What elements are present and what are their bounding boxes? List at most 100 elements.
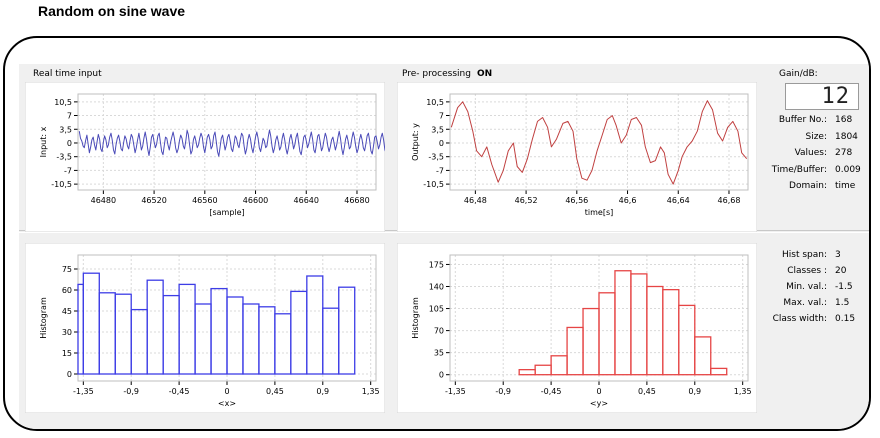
x-tick-label: -1,35 <box>445 387 466 396</box>
info-value: 278 <box>835 148 853 158</box>
y-tick-label: 140 <box>429 283 444 292</box>
y-tick-label: -10,5 <box>423 180 444 189</box>
info-key: Values: <box>794 148 827 158</box>
realtime-input-title: Real time input <box>33 69 102 79</box>
x-tick-label: 46520 <box>141 196 166 205</box>
y-axis-label: Output: y <box>411 123 420 161</box>
info-key: Min. val.: <box>786 282 827 292</box>
y-tick-label: -7 <box>436 166 444 175</box>
y-axis-label: Histogram <box>39 297 48 339</box>
preprocessing-title: Pre- processing <box>402 69 471 79</box>
x-tick-label: 46680 <box>344 196 369 205</box>
section-divider-highlight <box>19 232 869 233</box>
histogram-y-chart: -1,35 -0,9 -0,45 0 0,45 0,9 1,35 175 140 105 70 35 0… <box>397 243 757 413</box>
x-tick-label: 46,64 <box>667 196 690 205</box>
y-tick-label: 60 <box>62 286 72 295</box>
y-tick-label: 0 <box>67 139 72 148</box>
x-tick-label: 0 <box>224 387 229 396</box>
x-tick-label: -0,45 <box>541 387 562 396</box>
plot-area <box>77 93 377 191</box>
page-title: Random on sine wave <box>38 3 186 19</box>
x-tick-label: 46480 <box>91 196 116 205</box>
histogram-x-chart: -1,35 -0,9 -0,45 0 0,45 0,9 1,35 75 60 45 30 15 0 <x>… <box>25 243 385 413</box>
y-tick-label: -7 <box>64 166 72 175</box>
y-axis-label: Input: x <box>39 126 48 157</box>
x-tick-label: 0 <box>596 387 601 396</box>
info-key: Classes : <box>787 266 827 276</box>
info-value: 1.5 <box>835 298 850 308</box>
y-tick-label: -3,5 <box>428 153 444 162</box>
y-tick-label: 0 <box>439 371 444 380</box>
x-tick-label: -0,9 <box>495 387 511 396</box>
x-tick-label: 0,9 <box>316 387 329 396</box>
info-key: Buffer No.: <box>778 115 827 125</box>
x-tick-label: 46,48 <box>464 196 487 205</box>
x-tick-label: 46,6 <box>619 196 637 205</box>
x-axis-label: <x> <box>218 399 236 408</box>
input-chart: 46480 46520 46560 46600 46640 46680 10,5 7 3,5 0 -… <box>25 82 385 232</box>
x-tick-label: -0,9 <box>123 387 139 396</box>
x-tick-label: -0,45 <box>169 387 190 396</box>
y-tick-label: -3,5 <box>56 153 72 162</box>
y-tick-label: 70 <box>434 327 444 336</box>
x-axis-label: [sample] <box>209 208 244 217</box>
y-tick-label: 15 <box>62 349 72 358</box>
info-value: 20 <box>835 266 847 276</box>
output-chart: 46,48 46,52 46,56 46,6 46,64 46,68 10,5 7 3,5 0 -3… <box>397 82 757 232</box>
gain-title: Gain/dB: <box>779 69 818 79</box>
series-line <box>450 100 748 185</box>
info-value: 1804 <box>835 131 858 142</box>
y-tick-label: 7 <box>67 112 72 121</box>
x-tick-label: 46,52 <box>515 196 538 205</box>
x-axis-label: time[s] <box>585 208 613 217</box>
y-axis-label: Histogram <box>411 297 420 339</box>
gain-display: 12 <box>785 83 859 110</box>
x-tick-label: 0,45 <box>638 387 656 396</box>
x-tick-label: 46600 <box>243 196 268 205</box>
preprocessing-state[interactable]: ON <box>477 69 493 79</box>
y-tick-label: 3,5 <box>59 125 72 134</box>
y-tick-label: 45 <box>62 307 72 316</box>
y-tick-label: 105 <box>429 305 444 314</box>
x-tick-label: 0,45 <box>266 387 284 396</box>
x-axis-label: <y> <box>590 399 608 408</box>
x-tick-label: 46,68 <box>718 196 741 205</box>
info-value: -1.5 <box>835 282 853 292</box>
y-tick-label: 0 <box>439 139 444 148</box>
y-tick-label: -10,5 <box>51 180 72 189</box>
x-tick-label: 46,56 <box>565 196 588 205</box>
y-tick-label: 30 <box>62 328 72 337</box>
plot-area <box>449 93 749 191</box>
y-tick-label: 0 <box>67 370 72 379</box>
x-tick-label: 46640 <box>294 196 319 205</box>
x-tick-label: 1,35 <box>362 387 380 396</box>
y-tick-label: 3,5 <box>431 125 444 134</box>
histogram-bar <box>710 367 728 376</box>
info-key: Class width: <box>772 314 827 324</box>
y-tick-label: 35 <box>434 349 444 358</box>
plot-area <box>449 254 749 382</box>
info-key: Size: <box>805 131 827 142</box>
histogram-bar <box>338 286 356 375</box>
figure-frame: Real time input Pre- processing ON Gain/… <box>3 36 871 431</box>
info-value: 3 <box>835 250 841 260</box>
info-value: 168 <box>835 115 853 125</box>
info-key: Domain: <box>789 181 827 191</box>
info-value: 0.009 <box>835 164 861 175</box>
histogram-bar <box>694 336 712 376</box>
y-tick-label: 10,5 <box>426 98 444 107</box>
info-value: time <box>835 181 856 191</box>
info-key: Time/Buffer: <box>771 164 827 175</box>
plot-background <box>25 243 385 413</box>
y-tick-label: 7 <box>439 112 444 121</box>
y-tick-label: 175 <box>429 260 444 269</box>
x-tick-label: 1,35 <box>734 387 752 396</box>
info-key: Hist span: <box>782 250 827 260</box>
info-value: 0.15 <box>835 314 856 324</box>
y-tick-label: 75 <box>62 265 72 274</box>
series-line <box>78 129 385 157</box>
x-tick-label: -1,35 <box>73 387 94 396</box>
x-tick-label: 46560 <box>192 196 217 205</box>
info-key: Max. val.: <box>783 298 827 308</box>
y-tick-label: 10,5 <box>54 98 72 107</box>
